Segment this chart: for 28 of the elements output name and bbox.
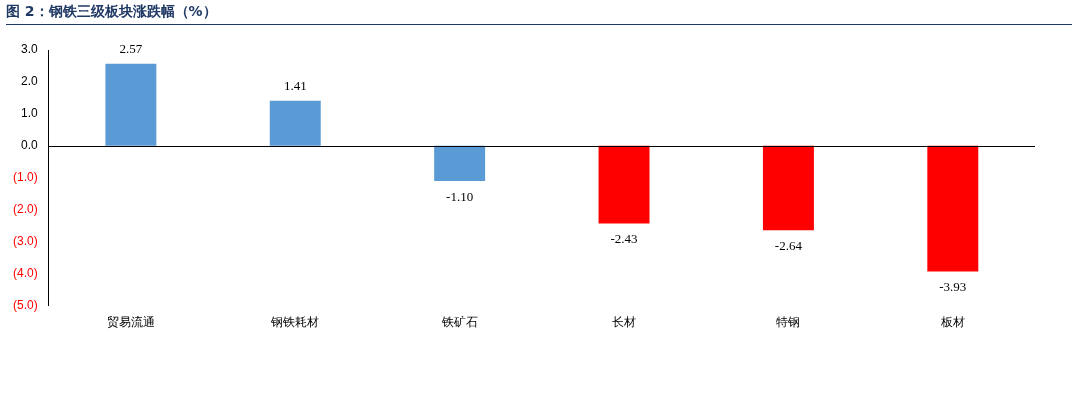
data-label: 2.57 [119,40,143,56]
y-tick-label: 3.0 [20,42,38,57]
x-tick-label: 特钢 [776,314,801,329]
data-label: -2.64 [774,238,803,254]
x-tick-label: 长材 [612,314,637,329]
y-tick-label: (1.0) [12,170,38,185]
x-tick-label: 铁矿石 [440,314,478,329]
bar [105,63,157,146]
data-label: -1.10 [446,188,474,204]
y-tick-label: 1.0 [20,106,38,121]
chart-title: 图 2：钢铁三级板块涨跌幅（%） [6,3,1072,25]
y-tick-label: 0.0 [20,138,38,153]
bar [269,100,321,146]
x-tick-label: 板材 [939,314,965,329]
data-label: -3.93 [939,279,967,295]
bar [927,145,979,272]
y-tick-label: (4.0) [12,265,38,280]
x-tick-label: 贸易流通 [106,314,155,329]
data-label: -2.43 [610,231,638,247]
y-tick-label: (2.0) [12,202,38,217]
bar [434,145,486,181]
bar [762,145,814,231]
x-tick-label: 钢铁耗材 [270,314,320,329]
y-tick-label: (5.0) [12,297,38,312]
y-tick-label: (3.0) [12,234,38,249]
data-label: 1.41 [283,77,307,93]
bar [598,145,650,224]
y-tick-label: 2.0 [20,74,38,89]
